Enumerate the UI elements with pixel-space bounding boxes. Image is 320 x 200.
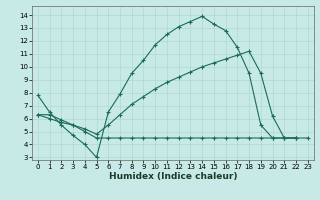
X-axis label: Humidex (Indice chaleur): Humidex (Indice chaleur) bbox=[108, 172, 237, 181]
